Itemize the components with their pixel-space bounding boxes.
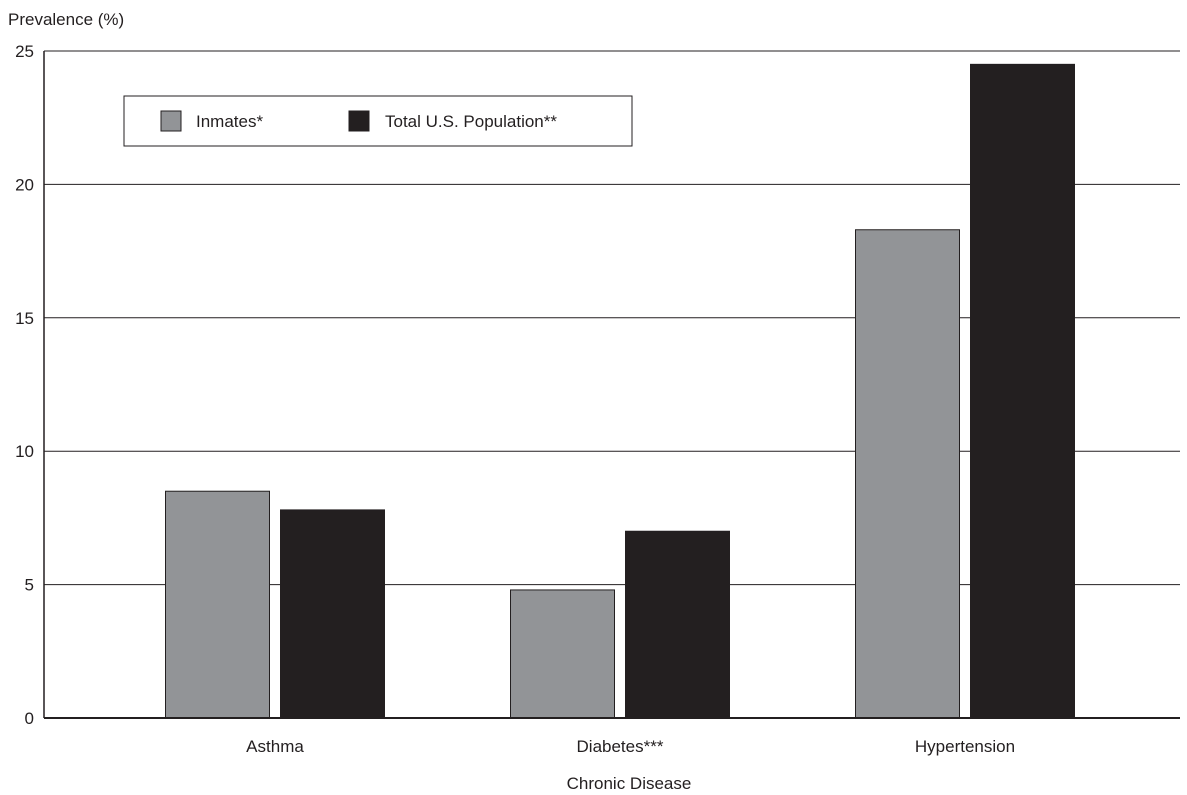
bar-inmates xyxy=(165,490,270,719)
legend-swatch-total-us-population xyxy=(348,110,370,132)
bar-inmates xyxy=(855,229,960,719)
y-tick-label: 10 xyxy=(15,442,34,461)
x-category-label: Diabetes*** xyxy=(577,737,664,756)
y-tick-label: 25 xyxy=(15,42,34,61)
bar-total-us-population xyxy=(625,530,730,719)
x-axis-title: Chronic Disease xyxy=(567,774,692,793)
legend-label-total-us-population: Total U.S. Population** xyxy=(385,112,557,131)
legend-swatch-inmates xyxy=(160,110,182,132)
y-tick-label: 15 xyxy=(15,309,34,328)
y-tick-label: 20 xyxy=(15,175,34,194)
x-category-label: Asthma xyxy=(246,737,304,756)
x-category-label: Hypertension xyxy=(915,737,1015,756)
x-axis-categories: Asthma Diabetes*** Hypertension xyxy=(246,737,1015,756)
legend: Inmates* Total U.S. Population** xyxy=(123,95,633,147)
bar-inmates xyxy=(510,589,615,719)
bar-total-us-population xyxy=(280,509,385,719)
bars xyxy=(165,63,1075,719)
y-axis-title: Prevalence (%) xyxy=(8,10,124,29)
y-tick-label: 0 xyxy=(25,709,34,728)
y-axis-ticks: 0 5 10 15 20 25 xyxy=(15,42,34,728)
legend-label-inmates: Inmates* xyxy=(196,112,263,131)
legend-box xyxy=(123,95,633,147)
y-tick-label: 5 xyxy=(25,576,34,595)
bar-total-us-population xyxy=(970,63,1075,719)
